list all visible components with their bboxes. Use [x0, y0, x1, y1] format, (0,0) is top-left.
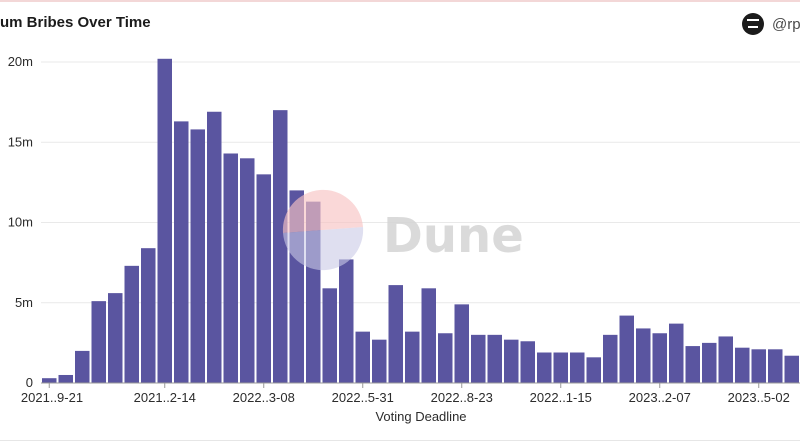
- bar[interactable]: [586, 357, 602, 383]
- bar[interactable]: [520, 341, 536, 383]
- x-tick-label: 2023..2-07: [629, 390, 691, 405]
- x-tick-label: 2023..5-02: [728, 390, 790, 405]
- bar[interactable]: [768, 349, 783, 383]
- bar[interactable]: [273, 110, 288, 384]
- x-tick-label: 2021..2-14: [134, 390, 196, 405]
- bar[interactable]: [652, 333, 668, 383]
- bar[interactable]: [256, 174, 272, 383]
- bars: [42, 58, 800, 384]
- dune-logo-top-half: [282, 189, 363, 233]
- dune-watermark: Dune: [282, 189, 524, 271]
- bar[interactable]: [685, 346, 701, 383]
- bar[interactable]: [322, 288, 338, 383]
- bar[interactable]: [355, 331, 371, 383]
- bar[interactable]: [372, 339, 387, 383]
- bar[interactable]: [157, 58, 173, 383]
- x-tick-label: 2022..8-23: [431, 390, 493, 405]
- y-tick-label: 20m: [8, 54, 33, 69]
- bar[interactable]: [438, 333, 453, 383]
- user-handle: @rp: [772, 15, 800, 33]
- x-tick-label: 2022..1-15: [530, 390, 592, 405]
- y-tick-label: 10m: [8, 215, 33, 230]
- bar[interactable]: [405, 331, 420, 383]
- y-tick-label: 5m: [15, 295, 33, 310]
- y-axis-ticks: 0 5m 10m 15m 20m: [8, 54, 33, 390]
- x-tick-label: 2022..3-08: [233, 390, 295, 405]
- y-tick-label: 15m: [8, 134, 33, 149]
- bar[interactable]: [702, 342, 717, 384]
- bar[interactable]: [108, 293, 123, 383]
- bar[interactable]: [58, 374, 74, 383]
- bar[interactable]: [421, 288, 437, 383]
- bar[interactable]: [603, 334, 618, 383]
- bar[interactable]: [619, 315, 635, 383]
- user-badge[interactable]: @rp: [742, 12, 800, 36]
- x-tick-label: 2021..9-21: [21, 390, 83, 405]
- x-axis-ticks: 2021..9-21 2021..2-14 2022..3-08 2022..5-31…: [21, 383, 790, 405]
- y-tick-label: 0: [26, 375, 33, 390]
- bar[interactable]: [339, 259, 354, 383]
- bar[interactable]: [636, 328, 651, 383]
- top-border: [0, 0, 800, 2]
- bar[interactable]: [174, 121, 189, 383]
- chart-title: um Bribes Over Time: [0, 14, 151, 31]
- bar[interactable]: [471, 334, 486, 383]
- bar[interactable]: [240, 158, 255, 383]
- bar[interactable]: [553, 352, 569, 384]
- bar[interactable]: [124, 265, 140, 383]
- x-tick-label: 2022..5-31: [332, 390, 394, 405]
- bar[interactable]: [190, 129, 206, 383]
- bar[interactable]: [223, 153, 239, 383]
- bar[interactable]: [718, 336, 734, 383]
- bar[interactable]: [141, 248, 156, 383]
- bar[interactable]: [669, 323, 684, 383]
- bar[interactable]: [537, 352, 552, 384]
- bar[interactable]: [91, 301, 107, 383]
- bar[interactable]: [735, 347, 750, 383]
- bar[interactable]: [75, 350, 90, 383]
- bar[interactable]: [751, 349, 767, 383]
- bar[interactable]: [454, 304, 470, 383]
- bar[interactable]: [388, 285, 404, 383]
- x-axis-title: Voting Deadline: [375, 409, 466, 424]
- bar[interactable]: [504, 339, 519, 383]
- bar[interactable]: [570, 352, 585, 384]
- dune-logo-bottom-half: [283, 227, 364, 271]
- bar[interactable]: [487, 334, 503, 383]
- watermark-text: Dune: [383, 208, 524, 264]
- bar[interactable]: [784, 355, 800, 383]
- robot-face-icon: [742, 13, 764, 35]
- bar[interactable]: [207, 111, 222, 383]
- bottom-border: [0, 440, 800, 441]
- bar[interactable]: [42, 378, 57, 383]
